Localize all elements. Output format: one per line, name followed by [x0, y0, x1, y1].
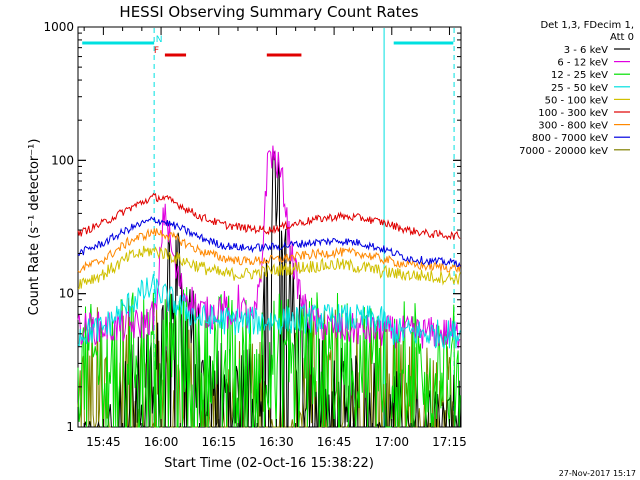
x-tick-label: 16:15 [201, 435, 236, 449]
legend: Det 1,3, FDecim 1,Att 03 - 6 keV 6 - 12 k… [519, 20, 634, 157]
series-line [77, 274, 461, 350]
series-line [77, 228, 461, 274]
series-line [77, 216, 461, 267]
y-tick-label: 10 [59, 287, 74, 301]
y-axis-ticks: 1 10 100 1000 [43, 20, 461, 434]
flag-markers: NF [82, 28, 455, 427]
legend-entry-label: 100 - 300 keV [538, 108, 608, 119]
legend-entry-label: 300 - 800 keV [538, 121, 608, 132]
x-tick-label: 17:00 [374, 435, 409, 449]
legend-entry-label: 7000 - 20000 keV [519, 146, 608, 157]
series-line [77, 245, 461, 290]
x-tick-label: 16:45 [317, 435, 352, 449]
legend-entry-label: 6 - 12 keV [557, 58, 608, 69]
x-tick-label: 17:15 [432, 435, 467, 449]
series-line [77, 145, 461, 349]
x-tick-label: 16:00 [144, 435, 179, 449]
y-tick-label: 1000 [43, 20, 74, 34]
x-tick-label: 15:45 [86, 435, 121, 449]
y-tick-label: 1 [66, 420, 74, 434]
y-axis-label: Count Rate (s⁻¹ detector⁻¹) [27, 139, 42, 316]
series-lines [77, 145, 461, 429]
x-axis-label: Start Time (02-Oct-16 15:38:22) [164, 456, 374, 471]
chart-title: HESSI Observing Summary Count Rates [119, 3, 418, 21]
x-tick-label: 16:30 [259, 435, 294, 449]
footer-date: 27-Nov-2017 15:17 [559, 469, 636, 478]
series-line [78, 151, 461, 429]
flag-letter: N [156, 35, 163, 45]
y-tick-label: 100 [51, 153, 74, 167]
legend-entry-label: 25 - 50 keV [551, 83, 608, 94]
legend-entry-label: 50 - 100 keV [545, 95, 609, 106]
legend-header: Det 1,3, FDecim 1, [540, 20, 634, 31]
legend-entry-label: 800 - 7000 keV [532, 133, 608, 144]
legend-entry-label: 3 - 6 keV [564, 45, 608, 56]
legend-header: Att 0 [610, 32, 634, 43]
series-line [77, 192, 461, 241]
legend-entry-label: 12 - 25 keV [551, 70, 608, 81]
series-line [77, 287, 461, 428]
x-axis-ticks: 15:45 16:00 16:15 16:30 16:45 17:00 17:15 [83, 27, 467, 449]
flag-letter: F [154, 46, 159, 56]
